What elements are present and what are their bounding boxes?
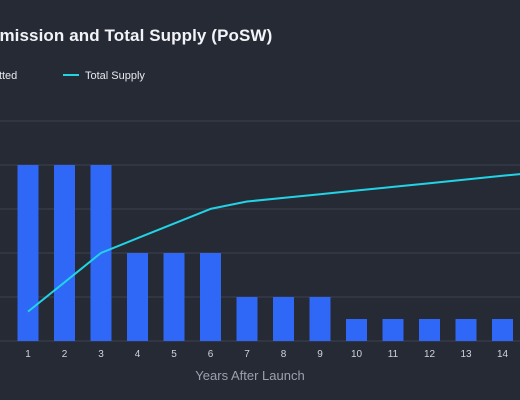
legend-swatch-line — [63, 74, 79, 77]
x-tick-label: 7 — [244, 349, 250, 360]
chart-title: Emission and Total Supply (PoSW) — [0, 26, 273, 45]
bar-year-2[interactable] — [54, 165, 75, 341]
legend-item-total-supply[interactable]: Total Supply — [63, 70, 145, 82]
x-axis-title: Years After Launch — [195, 368, 304, 383]
x-tick-label: 2 — [62, 349, 68, 360]
x-tick-label: 9 — [317, 349, 323, 360]
bar-year-11[interactable] — [382, 319, 404, 341]
bar-year-7[interactable] — [236, 297, 258, 341]
bar-year-1[interactable] — [17, 165, 39, 341]
x-tick-label: 10 — [351, 349, 363, 360]
bar-series-emitted — [17, 165, 513, 341]
x-tick-label: 11 — [388, 349, 399, 360]
bar-year-14[interactable] — [492, 319, 513, 341]
bar-year-12[interactable] — [419, 319, 440, 341]
bar-year-6[interactable] — [200, 253, 221, 341]
bar-year-8[interactable] — [273, 297, 294, 341]
legend-label-emitted: Emitted — [0, 70, 18, 82]
bar-year-4[interactable] — [127, 253, 148, 341]
x-tick-label: 3 — [98, 349, 104, 360]
bar-year-5[interactable] — [163, 253, 185, 341]
x-tick-label: 6 — [208, 349, 214, 360]
x-tick-label: 1 — [25, 349, 31, 360]
bar-year-9[interactable] — [309, 297, 331, 341]
legend-label-total-supply: Total Supply — [85, 70, 145, 82]
x-tick-label: 8 — [281, 349, 287, 360]
legend-item-emitted[interactable]: Emitted — [0, 70, 17, 82]
x-tick-label: 14 — [497, 349, 509, 360]
line-series-total-supply — [27, 172, 520, 313]
x-tick-label: 4 — [135, 349, 141, 360]
bar-year-10[interactable] — [346, 319, 367, 341]
x-tick-label: 13 — [460, 349, 472, 360]
bar-year-13[interactable] — [455, 319, 477, 341]
x-tick-label: 5 — [171, 349, 177, 360]
x-tick-label: 12 — [424, 349, 436, 360]
gridlines — [0, 120, 520, 342]
total-supply-line[interactable] — [27, 172, 520, 313]
x-tick-labels: 123456789101112131415 — [25, 349, 509, 360]
